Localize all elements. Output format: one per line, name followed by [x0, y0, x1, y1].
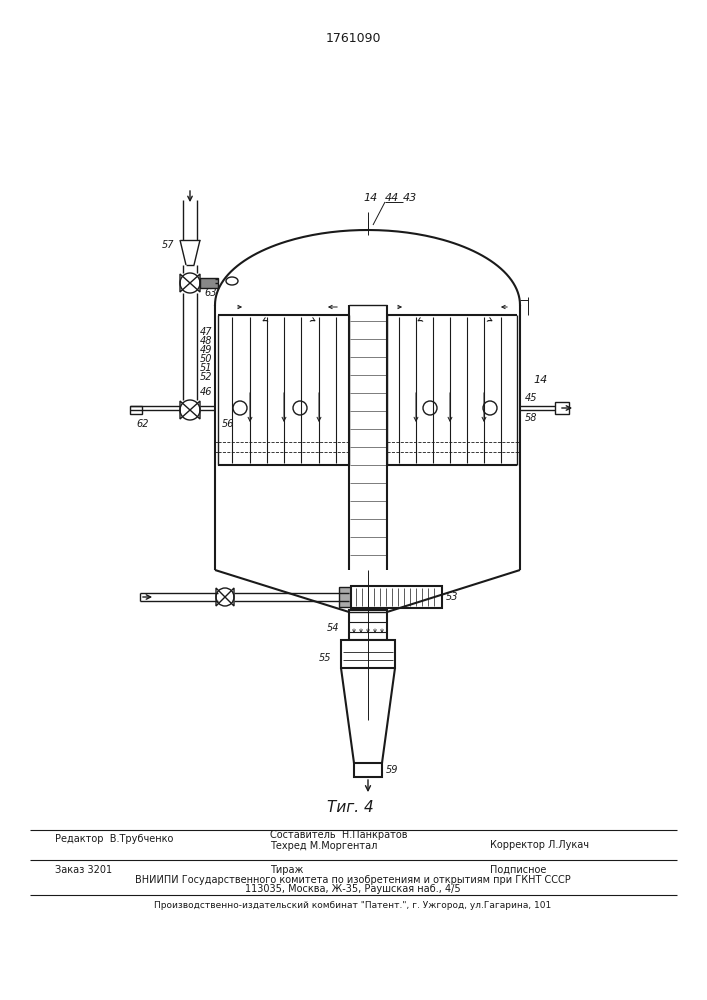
Text: 55: 55	[319, 653, 332, 663]
Text: 1761090: 1761090	[325, 31, 381, 44]
Polygon shape	[225, 588, 234, 606]
Bar	[349, 610, 387, 640]
Text: Производственно-издательский комбинат "Патент.", г. Ужгород, ул.Гагарина, 101: Производственно-издательский комбинат "П…	[154, 900, 551, 910]
Text: 52: 52	[200, 372, 213, 382]
Text: Заказ 3201: Заказ 3201	[55, 865, 112, 875]
Text: ВНИИПИ Государственного комитета по изобретениям и открытиям при ГКНТ СССР: ВНИИПИ Государственного комитета по изоб…	[135, 875, 571, 885]
Polygon shape	[216, 588, 225, 606]
Text: Тираж: Тираж	[270, 865, 303, 875]
Text: 48: 48	[200, 336, 213, 346]
Circle shape	[483, 401, 497, 415]
Text: 49: 49	[200, 345, 213, 355]
Bar	[339, 587, 351, 607]
Text: 51: 51	[200, 363, 213, 373]
Text: Техред М.Моргентал: Техред М.Моргентал	[270, 841, 378, 851]
Text: 59: 59	[386, 765, 399, 775]
Text: 56: 56	[222, 419, 235, 429]
Text: Τиг. 4: Τиг. 4	[327, 800, 373, 816]
Bar	[200, 278, 218, 288]
Polygon shape	[180, 274, 190, 292]
Ellipse shape	[226, 277, 238, 285]
Bar	[130, 406, 142, 414]
Text: Составитель  Н.Панкратов: Составитель Н.Панкратов	[270, 830, 407, 840]
Polygon shape	[190, 274, 200, 292]
Text: 58: 58	[525, 413, 537, 423]
Text: 14: 14	[363, 193, 378, 203]
Text: Редактор  В.Трубченко: Редактор В.Трубченко	[55, 834, 173, 844]
Text: 57: 57	[162, 240, 175, 250]
Circle shape	[233, 401, 247, 415]
Text: 43: 43	[403, 193, 417, 203]
Text: 47: 47	[200, 327, 213, 337]
Bar	[555, 402, 569, 414]
Text: 53: 53	[446, 592, 459, 602]
Text: Корректор Л.Лукач: Корректор Л.Лукач	[490, 840, 589, 850]
Polygon shape	[180, 401, 190, 419]
Bar	[341, 640, 395, 668]
Text: 62: 62	[136, 419, 148, 429]
Text: 44: 44	[385, 193, 399, 203]
Circle shape	[423, 401, 437, 415]
Text: 113035, Москва, Ж-35, Раушская наб., 4/5: 113035, Москва, Ж-35, Раушская наб., 4/5	[245, 884, 461, 894]
Text: 63: 63	[204, 288, 216, 298]
Text: 45: 45	[525, 393, 537, 403]
Text: Подписное: Подписное	[490, 865, 547, 875]
Text: 50: 50	[200, 354, 213, 364]
Text: 54: 54	[327, 623, 339, 633]
Bar	[351, 586, 442, 608]
Text: 14: 14	[533, 375, 547, 385]
Bar	[354, 763, 382, 777]
Text: 46: 46	[200, 387, 213, 397]
Polygon shape	[190, 401, 200, 419]
Circle shape	[293, 401, 307, 415]
